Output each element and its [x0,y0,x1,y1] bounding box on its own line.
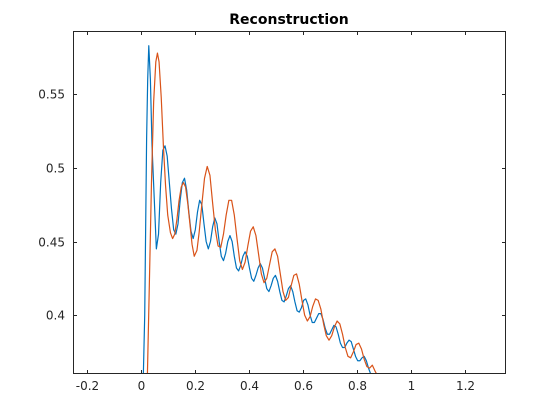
x-tick-label: 0.4 [240,379,259,393]
series-line-1 [142,45,372,374]
x-tick-label: 0 [138,379,146,393]
x-tick-label: 1.2 [456,379,475,393]
y-tick-label: 0.45 [38,236,65,250]
series-group [142,45,378,374]
y-tick-label: 0.55 [38,88,65,102]
x-tick-label: 1 [408,379,416,393]
x-tick-label: 0.2 [186,379,205,393]
x-tick-label: 0.6 [294,379,313,393]
axes-box [73,31,506,374]
x-tick-label: 0.8 [348,379,367,393]
axes [73,31,506,374]
x-tick-label: -0.2 [76,379,99,393]
series-line-2 [146,52,378,374]
ticks: -0.2 0 0.2 0.4 0.6 0.8 1 1.2 0.4 0.45 0.5 0.55 [38,31,506,393]
plot-background [73,31,506,374]
y-tick-label: 0.5 [46,162,65,176]
chart-title: Reconstruction [229,12,348,28]
y-tick-label: 0.4 [46,309,65,323]
plot-area [73,31,506,374]
